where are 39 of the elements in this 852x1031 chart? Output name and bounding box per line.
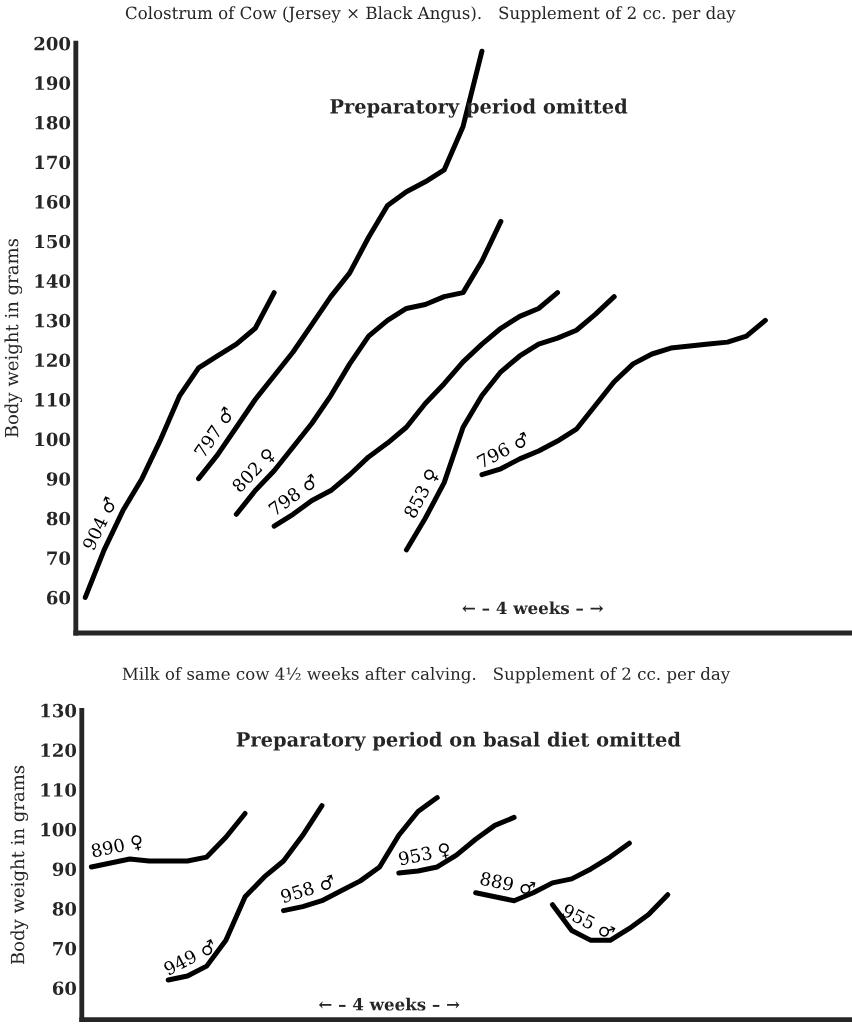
y-tick-label: 80 <box>52 902 77 916</box>
text: 904 ♂ <box>81 496 118 551</box>
y-tick-label: 100 <box>35 432 71 447</box>
y-tick-label: 130 <box>41 703 77 718</box>
chart-title: Milk of same cow 4½ weeks after calving. Supplement of 2 cc. per day <box>122 667 731 684</box>
y-tick-label: 60 <box>46 590 71 605</box>
text: 796 ♂ <box>476 431 531 469</box>
y-tick-label: 80 <box>46 511 71 526</box>
annotation: Preparatory period on basal diet omitted <box>236 731 681 751</box>
y-tick-label: 70 <box>47 551 71 565</box>
y-tick-label: 130 <box>35 313 71 328</box>
text: 889 ♂ <box>479 871 536 896</box>
y-tick-label: 120 <box>41 743 77 758</box>
y-tick-label: 170 <box>35 155 71 170</box>
text: 953 ♀ <box>398 842 451 868</box>
y-tick-label: 150 <box>35 234 71 249</box>
y-axis-title: Body weight in grams <box>4 238 23 438</box>
y-tick-label: 190 <box>35 76 71 90</box>
text: 890 ♀ <box>90 834 144 860</box>
y-tick-label: 110 <box>41 783 77 797</box>
y-tick-label: 200 <box>34 36 71 51</box>
y-tick-label: 120 <box>35 353 71 368</box>
text: 958 ♂ <box>279 874 336 904</box>
y-tick-label: 60 <box>52 981 77 996</box>
y-tick-label: 160 <box>35 195 71 209</box>
annotation: ← – 4 weeks – → <box>318 997 460 1011</box>
y-tick-label: 140 <box>35 274 71 288</box>
text: 955 ♂ <box>561 903 616 941</box>
y-tick-label: 90 <box>52 862 77 877</box>
y-tick-label: 70 <box>53 941 77 956</box>
text: 949 ♂ <box>162 938 218 976</box>
chart-title: Colostrum of Cow (Jersey × Black Angus). Supplement of 2 cc. per day <box>125 6 736 23</box>
y-tick-label: 100 <box>41 822 77 837</box>
annotation: ← – 4 weeks – → <box>462 601 603 615</box>
y-tick-label: 180 <box>35 115 71 130</box>
text: 853 ♀ <box>403 467 441 520</box>
y-tick-label: 110 <box>35 392 71 407</box>
y-tick-label: 90 <box>46 472 71 486</box>
y-axis-title: Body weight in grams <box>10 765 29 965</box>
